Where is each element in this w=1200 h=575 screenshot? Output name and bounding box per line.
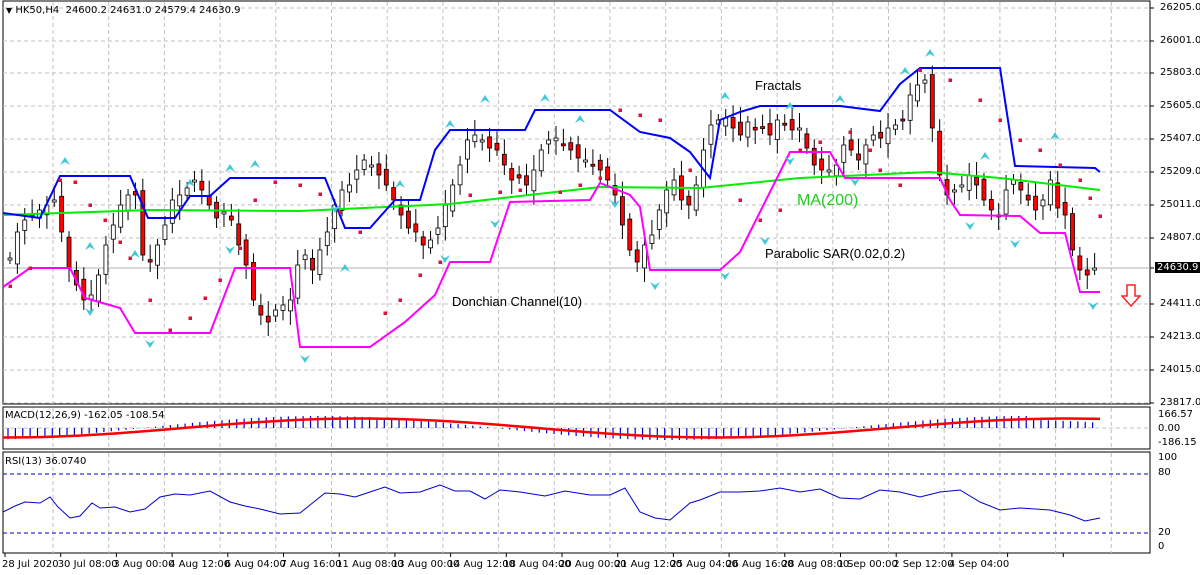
rsi-tick: 20 bbox=[1158, 527, 1171, 538]
rsi-label: RSI(13) 36.0740 bbox=[5, 456, 87, 467]
price-tick: 26205.0 bbox=[1160, 2, 1200, 13]
price-tick: 25209.0 bbox=[1160, 166, 1200, 177]
time-tick: 13 Aug 00:00 bbox=[391, 559, 460, 570]
time-tick: 28 Aug 08:00 bbox=[781, 559, 850, 570]
price-tick: 24213.0 bbox=[1160, 331, 1200, 342]
macd-tick: -186.15 bbox=[1158, 437, 1197, 448]
price-tick: 25407.0 bbox=[1160, 133, 1200, 144]
rsi-tick: 0 bbox=[1158, 541, 1165, 552]
donchian-annotation: Donchian Channel(10) bbox=[452, 294, 583, 309]
time-tick: 3 Aug 00:00 bbox=[113, 559, 175, 570]
time-tick: 4 Sep 04:00 bbox=[948, 559, 1010, 570]
price-tick: 25605.0 bbox=[1160, 100, 1200, 111]
price-tick: 25803.0 bbox=[1160, 67, 1200, 78]
symbol-label: HK50,H4 bbox=[15, 5, 60, 16]
time-tick: 28 Jul 2020 bbox=[2, 559, 59, 570]
ohlc-values: 24600.2 24631.0 24579.4 24630.9 bbox=[65, 5, 241, 16]
price-tick: 24807.0 bbox=[1160, 232, 1200, 243]
time-tick: 30 Jul 08:00 bbox=[57, 559, 118, 570]
symbol-header: ▼ HK50,H4 24600.2 24631.0 24579.4 24630.… bbox=[6, 5, 241, 16]
time-tick: 18 Aug 04:00 bbox=[503, 559, 571, 570]
current-price-marker: 24630.9 bbox=[1155, 262, 1200, 273]
down-arrow-icon bbox=[1120, 284, 1142, 311]
rsi-tick: 100 bbox=[1158, 452, 1178, 463]
time-tick: 4 Aug 12:00 bbox=[169, 559, 231, 570]
macd-tick: 0.00 bbox=[1158, 423, 1181, 434]
triangle-down-icon[interactable]: ▼ bbox=[6, 6, 13, 15]
macd-tick: 166.57 bbox=[1158, 409, 1193, 420]
price-tick: 24015.0 bbox=[1160, 364, 1200, 375]
time-tick: 6 Aug 04:00 bbox=[224, 559, 286, 570]
price-tick: 25011.0 bbox=[1160, 199, 1200, 210]
time-tick: 11 Aug 08:00 bbox=[336, 559, 404, 570]
time-tick: 14 Aug 12:00 bbox=[447, 559, 516, 570]
price-tick: 26001.0 bbox=[1160, 35, 1200, 46]
time-tick: 2 Sep 12:00 bbox=[893, 559, 954, 570]
time-tick: 25 Aug 04:00 bbox=[670, 559, 738, 570]
price-tick: 23817.0 bbox=[1160, 397, 1200, 408]
sar-annotation: Parabolic SAR(0.02,0.2) bbox=[765, 246, 906, 261]
time-tick: 21 Aug 12:00 bbox=[614, 559, 683, 570]
price-tick: 24411.0 bbox=[1160, 298, 1200, 309]
time-tick: 20 Aug 00:00 bbox=[559, 559, 627, 570]
time-tick: 7 Aug 16:00 bbox=[280, 559, 342, 570]
ma-annotation: MA(200) bbox=[797, 192, 859, 209]
rsi-tick: 80 bbox=[1158, 467, 1171, 478]
time-tick: 1 Sep 00:00 bbox=[837, 559, 898, 570]
time-tick: 26 Aug 16:00 bbox=[726, 559, 794, 570]
fractals-annotation: Fractals bbox=[755, 78, 802, 93]
macd-label: MACD(12,26,9) -162.05 -108.54 bbox=[5, 410, 165, 421]
